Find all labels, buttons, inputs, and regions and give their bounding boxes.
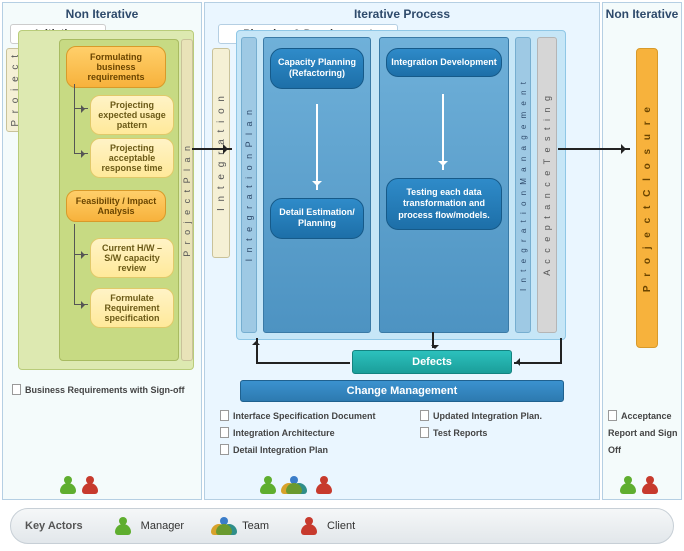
node-response-time: Projecting acceptable response time (90, 138, 174, 178)
arrow-to-planning (192, 148, 232, 150)
manager-icon (60, 476, 76, 494)
legend-mgr: Manager (141, 520, 184, 532)
client-icon (316, 476, 332, 494)
initiation-panel: P r o j e c t P l a n Formulating busine… (18, 30, 194, 370)
blue-col-1: Capacity Planning (Refactoring) Detail E… (263, 37, 371, 333)
arrow-into-defects-head (431, 345, 439, 353)
manager-icon (260, 476, 276, 494)
team-icon (286, 476, 302, 494)
node-req-spec: Formulate Requirement specification (90, 288, 174, 328)
header-noni-right-label: Non Iterative (603, 3, 681, 25)
doc-icon (608, 410, 617, 421)
node-integration-dev: Integration Development (386, 48, 502, 77)
legend-title: Key Actors (25, 520, 83, 532)
node-capacity-planning: Capacity Planning (Refactoring) (270, 48, 364, 89)
docs-right: Acceptance Report and Sign Off (608, 408, 678, 459)
legend-cli: Client (327, 520, 355, 532)
doc-icon (220, 410, 229, 421)
doc-icon (420, 427, 429, 438)
vbar-integration-plan-label: I n t e g r a t i o n P l a n (244, 108, 254, 261)
client-icon (82, 476, 98, 494)
legend-team: Team (242, 520, 269, 532)
arrow-back-plan-head (252, 337, 260, 345)
arrow-from-atest-head (512, 358, 520, 366)
node-usage-pattern: Projecting expected usage pattern (90, 95, 174, 135)
initiation-inner: Formulating business requirements Projec… (59, 39, 179, 361)
vbar-acceptance-testing-label: A c c e p t a n c e T e s t i n g (542, 94, 552, 276)
arrow-stem-1 (74, 84, 75, 154)
node-testing: Testing each data transformation and pro… (386, 178, 502, 230)
arrow-stem-2 (74, 224, 75, 304)
node-change-mgmt: Change Management (240, 380, 564, 402)
doc-mid-2: Detail Integration Plan (233, 445, 328, 455)
node-feasibility: Feasibility / Impact Analysis (66, 190, 166, 222)
doc-mid-0: Interface Specification Document (233, 411, 376, 421)
doc-icon (220, 427, 229, 438)
docs-left: Business Requirements with Sign-off (12, 382, 192, 399)
docs-mid: Interface Specification Document Integra… (220, 408, 400, 459)
arrow-back-plan (256, 362, 350, 364)
node-capacity-review: Current H/W – S/W capacity review (90, 238, 174, 278)
node-closure: P r o j e c t C l o s u r e (636, 48, 658, 348)
node-closure-label: P r o j e c t C l o s u r e (642, 104, 653, 292)
arrow-conn-2 (74, 153, 88, 154)
header-iterative-label: Iterative Process (205, 3, 599, 25)
docs-mid2: Updated Integration Plan. Test Reports (420, 408, 580, 442)
doc-mid-1: Integration Architecture (233, 428, 335, 438)
vbar-project-plan-label: P r o j e c t P l a n (182, 144, 192, 257)
header-noni-left-label: Non Iterative (3, 3, 201, 25)
legend-bar: Key Actors Manager Team Client (10, 508, 674, 544)
node-detail-estimation: Detail Estimation/ Planning (270, 198, 364, 239)
doc-mid2-0: Updated Integration Plan. (433, 411, 542, 421)
doc-icon (220, 444, 229, 455)
vbar-project-plan: P r o j e c t P l a n (181, 39, 193, 361)
doc-icon (420, 410, 429, 421)
diagram-wrap: Non Iterative Iterative Process Non Iter… (0, 0, 684, 551)
arrow-from-atest (514, 362, 562, 364)
arrow-to-closure (558, 148, 630, 150)
arrow-vert-2 (442, 94, 444, 170)
arrow-vert-1 (316, 104, 318, 190)
planning-panel: I n t e g r a t i o n P l a n Capacity P… (236, 30, 566, 340)
doc-icon (12, 384, 21, 395)
arrow-conn-1 (74, 108, 88, 109)
node-defects: Defects (352, 350, 512, 374)
client-icon (642, 476, 658, 494)
doc-left-text: Business Requirements with Sign-off (25, 385, 185, 395)
vbar-integration-plan: I n t e g r a t i o n P l a n (241, 37, 257, 333)
blue-col-2: Integration Development Testing each dat… (379, 37, 509, 333)
doc-right-text: Acceptance Report and Sign Off (608, 411, 678, 455)
manager-icon (620, 476, 636, 494)
arrow-conn-4 (74, 304, 88, 305)
arrow-from-atest-v (560, 338, 562, 364)
arrow-conn-3 (74, 254, 88, 255)
vbar-integration-mgmt: I n t e g r a t i o n M a n a g e m e n … (515, 37, 531, 333)
node-formulating: Formulating business requirements (66, 46, 166, 88)
vbar-integration-mgmt-label: I n t e g r a t i o n M a n a g e m e n … (519, 80, 528, 291)
vbar-acceptance-testing: A c c e p t a n c e T e s t i n g (537, 37, 557, 333)
doc-mid2-1: Test Reports (433, 428, 487, 438)
